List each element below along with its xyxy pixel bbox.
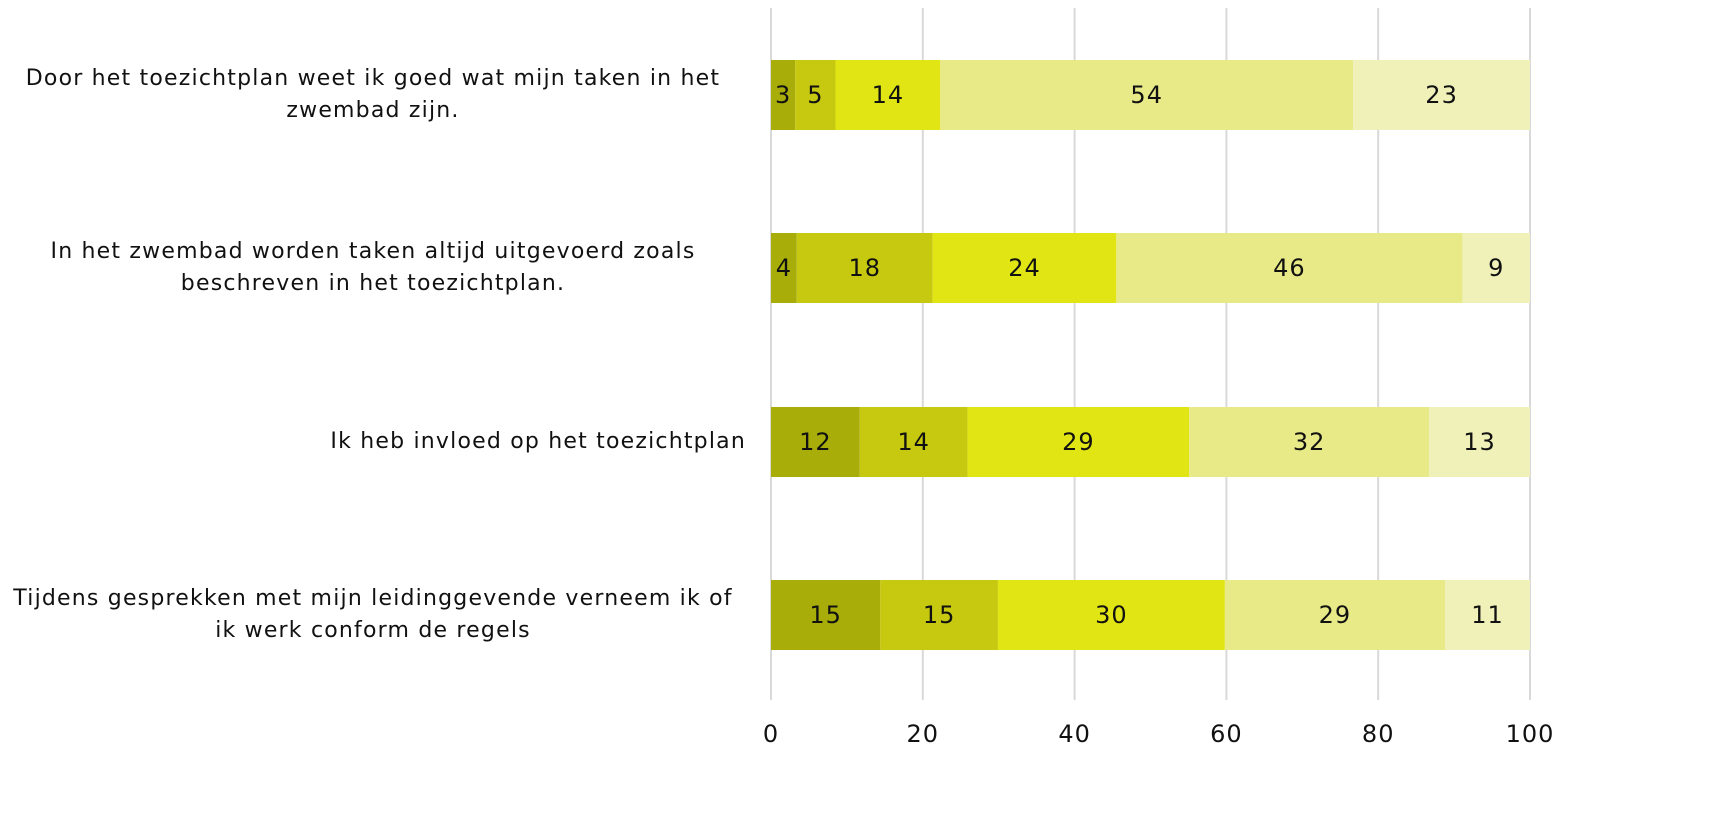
category-label: Tijdens gesprekken met mijn leidinggeven… [0, 583, 746, 647]
value-label: 13 [1463, 428, 1496, 456]
bar-segment [880, 580, 998, 650]
bar-segment [1429, 407, 1530, 477]
bar-segment [835, 60, 941, 130]
value-label: 3 [775, 81, 791, 109]
bar-segment [1462, 233, 1530, 303]
bar-segment [859, 407, 968, 477]
value-label: 15 [809, 601, 842, 629]
x-tick-label: 80 [1362, 720, 1395, 748]
category-text: In het zwembad worden taken altijd uitge… [50, 239, 696, 296]
bar-segment [932, 233, 1117, 303]
bar-segment [796, 233, 933, 303]
value-label: 54 [1130, 81, 1163, 109]
value-label: 9 [1488, 254, 1504, 282]
value-label: 11 [1471, 601, 1504, 629]
x-tick-label: 0 [763, 720, 779, 748]
value-label: 18 [848, 254, 881, 282]
value-label: 29 [1062, 428, 1095, 456]
bar-segment [771, 580, 881, 650]
value-label: 14 [872, 81, 905, 109]
x-tick-label: 20 [907, 720, 940, 748]
bar-segment [1189, 407, 1430, 477]
value-label: 4 [776, 254, 792, 282]
x-tick-label: 40 [1058, 720, 1091, 748]
bar-segment [771, 407, 860, 477]
x-tick-label: 100 [1506, 720, 1555, 748]
value-label: 30 [1095, 601, 1128, 629]
category-text: Door het toezichtplan weet ik goed wat m… [25, 66, 721, 123]
category-text: Ik heb invloed op het toezichtplan [330, 429, 746, 454]
bar-segment [940, 60, 1354, 130]
bar-segment [1444, 580, 1530, 650]
x-tick-label: 60 [1210, 720, 1243, 748]
bar-segment [1224, 580, 1445, 650]
bar-segment [967, 407, 1190, 477]
category-label: Ik heb invloed op het toezichtplan [0, 426, 746, 458]
bar-segment [997, 580, 1225, 650]
value-label: 12 [799, 428, 832, 456]
bar-segment [795, 60, 836, 130]
category-text: Tijdens gesprekken met mijn leidinggeven… [13, 586, 733, 643]
value-label: 5 [807, 81, 823, 109]
bar-segment [771, 60, 796, 130]
category-label: In het zwembad worden taken altijd uitge… [0, 236, 746, 300]
bar-segment [1116, 233, 1463, 303]
bar-segment [1353, 60, 1530, 130]
value-label: 23 [1425, 81, 1458, 109]
value-label: 46 [1273, 254, 1306, 282]
value-label: 29 [1319, 601, 1352, 629]
category-label: Door het toezichtplan weet ik goed wat m… [0, 63, 746, 127]
value-label: 15 [923, 601, 956, 629]
value-label: 24 [1008, 254, 1041, 282]
value-label: 32 [1293, 428, 1326, 456]
bar-segment [771, 233, 797, 303]
value-label: 14 [897, 428, 930, 456]
